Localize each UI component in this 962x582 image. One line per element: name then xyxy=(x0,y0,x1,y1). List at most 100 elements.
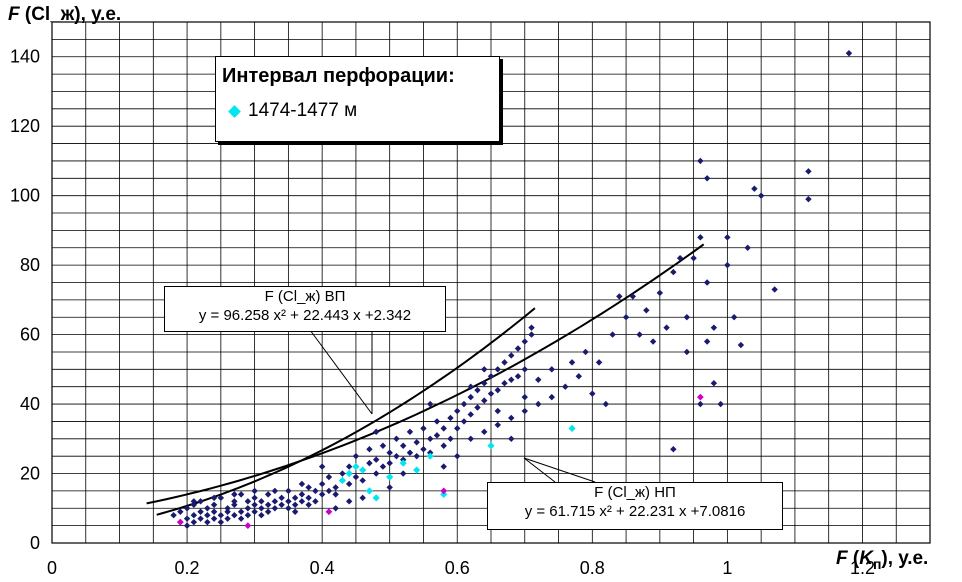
data-point xyxy=(440,442,447,449)
data-point xyxy=(602,400,610,408)
data-point xyxy=(379,463,387,470)
data-point xyxy=(413,439,420,446)
data-point xyxy=(271,487,279,495)
data-point xyxy=(251,487,258,495)
legend-box: Интервал перфорации: 1474-1477 м xyxy=(215,56,500,142)
data-point xyxy=(393,435,400,442)
y-tick-label: 100 xyxy=(10,186,40,206)
data-point xyxy=(508,352,515,359)
data-point-highlight xyxy=(352,462,360,471)
data-point xyxy=(190,498,198,505)
data-point-extreme xyxy=(325,508,333,516)
data-point xyxy=(427,400,434,408)
data-point xyxy=(210,494,218,502)
data-point xyxy=(332,484,339,491)
data-point xyxy=(703,175,711,182)
data-point xyxy=(271,505,279,512)
trend-curve-vp xyxy=(156,307,536,516)
callout-vp: F (Cl_ж) ВП y = 96.258 x² + 22.443 x +2.… xyxy=(164,286,446,332)
data-point xyxy=(210,515,218,522)
data-point xyxy=(190,512,198,519)
callout-vp-pointer xyxy=(309,329,373,415)
data-point xyxy=(251,494,258,502)
data-point xyxy=(656,289,664,297)
data-point xyxy=(676,254,684,262)
legend-diamond-icon xyxy=(228,105,241,118)
data-point xyxy=(197,498,204,505)
data-point xyxy=(359,477,366,484)
data-point xyxy=(298,491,306,498)
data-point-highlight xyxy=(426,452,434,460)
data-point xyxy=(757,192,765,199)
data-point xyxy=(359,494,366,502)
data-point xyxy=(501,380,508,387)
data-point xyxy=(345,463,353,470)
data-point xyxy=(528,331,535,338)
data-point xyxy=(386,449,393,456)
tick-labels: 0 0.2 0.4 0.6 0.8 1 1.2 0 20 40 60 80 100 120 140 xyxy=(10,47,875,578)
data-point xyxy=(582,348,589,356)
callout-vp-line2: y = 96.258 x² + 22.443 x +2.342 xyxy=(198,307,412,324)
data-point xyxy=(697,234,704,241)
data-point xyxy=(285,505,292,512)
data-point xyxy=(386,459,393,467)
data-point xyxy=(305,494,312,502)
data-point xyxy=(420,425,427,432)
data-point xyxy=(352,473,360,481)
data-point xyxy=(535,376,542,383)
data-point xyxy=(291,508,299,515)
data-point xyxy=(251,508,258,515)
data-point xyxy=(190,518,198,526)
data-point xyxy=(244,512,252,519)
data-point xyxy=(170,512,177,519)
data-point xyxy=(460,418,468,425)
data-point-highlight xyxy=(338,476,347,485)
data-point xyxy=(291,501,299,508)
data-point xyxy=(481,366,488,373)
data-point xyxy=(805,168,812,175)
data-point xyxy=(231,498,238,505)
data-point xyxy=(217,512,225,519)
data-point-extreme xyxy=(696,393,704,401)
data-point xyxy=(467,435,474,442)
data-point xyxy=(501,359,508,366)
x-tick-label: 0 xyxy=(47,558,57,578)
y-tick-label: 120 xyxy=(10,116,40,136)
data-point xyxy=(616,293,623,300)
x-tick-label: 0.4 xyxy=(310,558,335,578)
data-point xyxy=(332,505,339,512)
data-point xyxy=(548,393,555,401)
data-point xyxy=(440,425,447,432)
x-tick-label: 1 xyxy=(722,558,732,578)
data-point xyxy=(805,195,812,203)
data-point xyxy=(258,505,265,512)
data-point xyxy=(244,498,252,505)
data-point xyxy=(683,348,691,356)
data-point xyxy=(318,491,326,498)
callout-vp-line1: F (Cl_ж) ВП xyxy=(264,288,346,305)
data-point xyxy=(494,407,501,415)
data-point xyxy=(494,421,501,429)
data-point xyxy=(379,442,387,449)
data-point xyxy=(264,501,272,508)
data-point xyxy=(271,498,279,505)
y-tick-label: 60 xyxy=(20,325,40,345)
data-point xyxy=(703,279,711,286)
data-point xyxy=(744,244,751,251)
data-point xyxy=(528,324,535,331)
data-point xyxy=(535,400,542,408)
data-point xyxy=(487,390,495,397)
data-point-highlight xyxy=(372,494,380,502)
data-point xyxy=(508,435,515,442)
data-point xyxy=(406,428,414,436)
data-point xyxy=(305,484,312,491)
data-point xyxy=(474,386,481,394)
data-point xyxy=(751,185,758,192)
data-point xyxy=(197,508,204,515)
data-point xyxy=(697,157,704,165)
data-point xyxy=(454,452,461,460)
data-point xyxy=(237,508,245,515)
data-point xyxy=(318,463,326,470)
data-point xyxy=(548,366,555,373)
data-point xyxy=(332,491,339,498)
